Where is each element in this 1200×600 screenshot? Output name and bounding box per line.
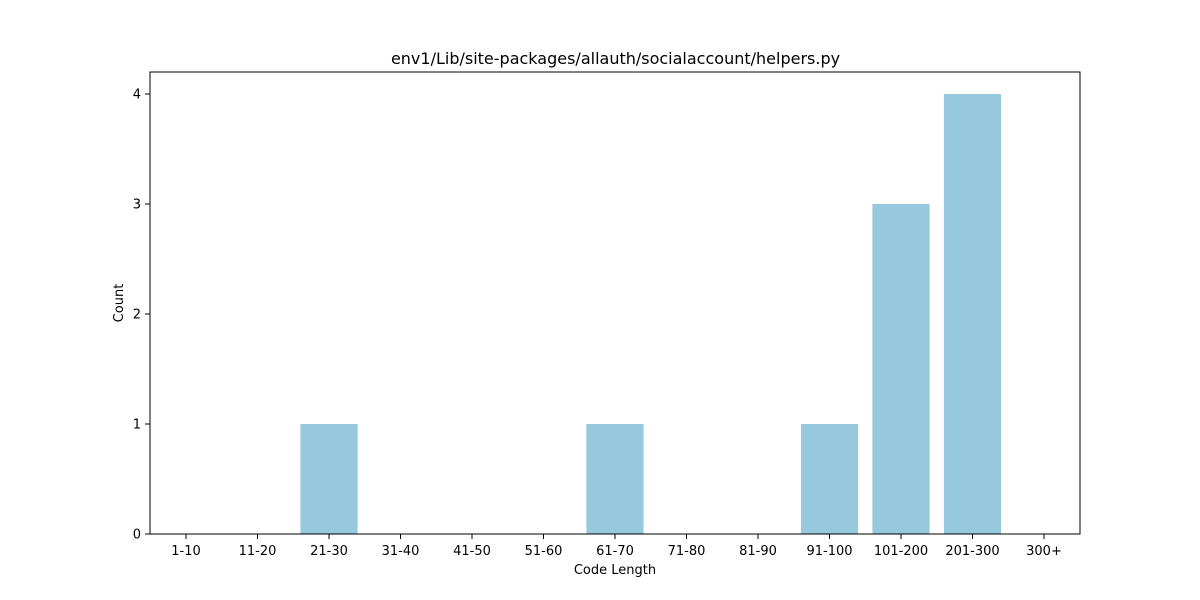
x-tick-label: 1-10: [171, 544, 201, 559]
bar-101-200: [872, 204, 930, 534]
x-tick-label: 91-100: [806, 544, 852, 559]
x-tick-label: 31-40: [382, 544, 420, 559]
x-tick-label: 41-50: [453, 544, 491, 559]
bar-21-30: [300, 424, 358, 534]
y-axis-label: Count: [112, 284, 127, 323]
bars-group: [300, 94, 1002, 534]
y-tick-label: 3: [133, 198, 141, 213]
chart-title: env1/Lib/site-packages/allauth/socialacc…: [391, 49, 840, 68]
x-tick-label: 61-70: [596, 544, 634, 559]
x-tick-label: 21-30: [310, 544, 348, 559]
x-tick-label: 51-60: [525, 544, 563, 559]
y-tick-label: 1: [133, 418, 141, 433]
x-tick-label: 71-80: [668, 544, 706, 559]
y-axis: 0 1 2 3 4: [133, 88, 150, 543]
x-tick-label: 101-200: [874, 544, 928, 559]
x-tick-label: 201-300: [945, 544, 999, 559]
bar-61-70: [586, 424, 644, 534]
x-tick-label: 300+: [1026, 544, 1062, 559]
y-tick-label: 4: [133, 88, 141, 103]
y-tick-label: 2: [133, 308, 141, 323]
y-tick-label: 0: [133, 528, 141, 543]
x-tick-label: 81-90: [739, 544, 777, 559]
bar-201-300: [943, 94, 1002, 534]
x-axis: 1-10 11-20 21-30 31-40 41-50 51-60 61-70 71-80 8…: [171, 534, 1062, 559]
x-axis-label: Code Length: [574, 563, 656, 578]
bar-91-100: [800, 424, 859, 534]
x-tick-label: 11-20: [239, 544, 277, 559]
